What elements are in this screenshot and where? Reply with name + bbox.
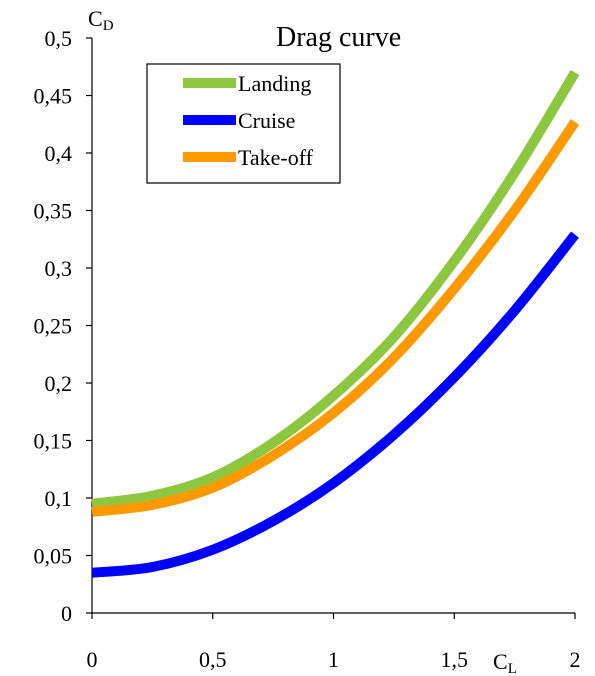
y-tick-label: 0: [61, 601, 72, 626]
x-tick-label: 2: [570, 647, 581, 672]
chart-title: Drag curve: [276, 22, 401, 53]
x-tick-label: 1,5: [441, 647, 469, 672]
series-layer: [91, 69, 580, 578]
legend-label-take-off: Take-off: [238, 145, 314, 170]
legend-box: [146, 63, 341, 184]
y-axis-title: CD: [88, 6, 114, 34]
legend: Landing Cruise Take-off: [146, 63, 341, 184]
x-axis-ticks: 0 0,5 1 1,5 2: [87, 613, 581, 672]
y-tick-label: 0,15: [34, 429, 73, 454]
legend-label-cruise: Cruise: [238, 108, 295, 133]
legend-label-landing: Landing: [238, 71, 311, 96]
y-tick-label: 0,5: [45, 26, 73, 51]
y-tick-label: 0,3: [45, 256, 73, 281]
y-tick-label: 0,35: [34, 199, 73, 224]
series-line-landing: [91, 69, 580, 509]
y-tick-label: 0,45: [34, 84, 73, 109]
x-tick-label: 1: [328, 647, 339, 672]
y-axis-ticks: 0 0,05 0,1 0,15 0,2 0,25 0,3 0,35 0,4 0,45 0,5: [34, 26, 92, 626]
y-tick-label: 0,25: [34, 314, 73, 339]
x-tick-label: 0,5: [199, 647, 227, 672]
series-line-cruise: [91, 231, 579, 578]
y-tick-label: 0,2: [45, 371, 73, 396]
series-line-take-off: [91, 119, 580, 517]
y-tick-label: 0,05: [34, 544, 73, 569]
y-tick-label: 0,4: [45, 141, 73, 166]
y-tick-label: 0,1: [45, 486, 73, 511]
x-tick-label: 0: [87, 647, 98, 672]
x-axis-title: CL: [493, 649, 517, 676]
